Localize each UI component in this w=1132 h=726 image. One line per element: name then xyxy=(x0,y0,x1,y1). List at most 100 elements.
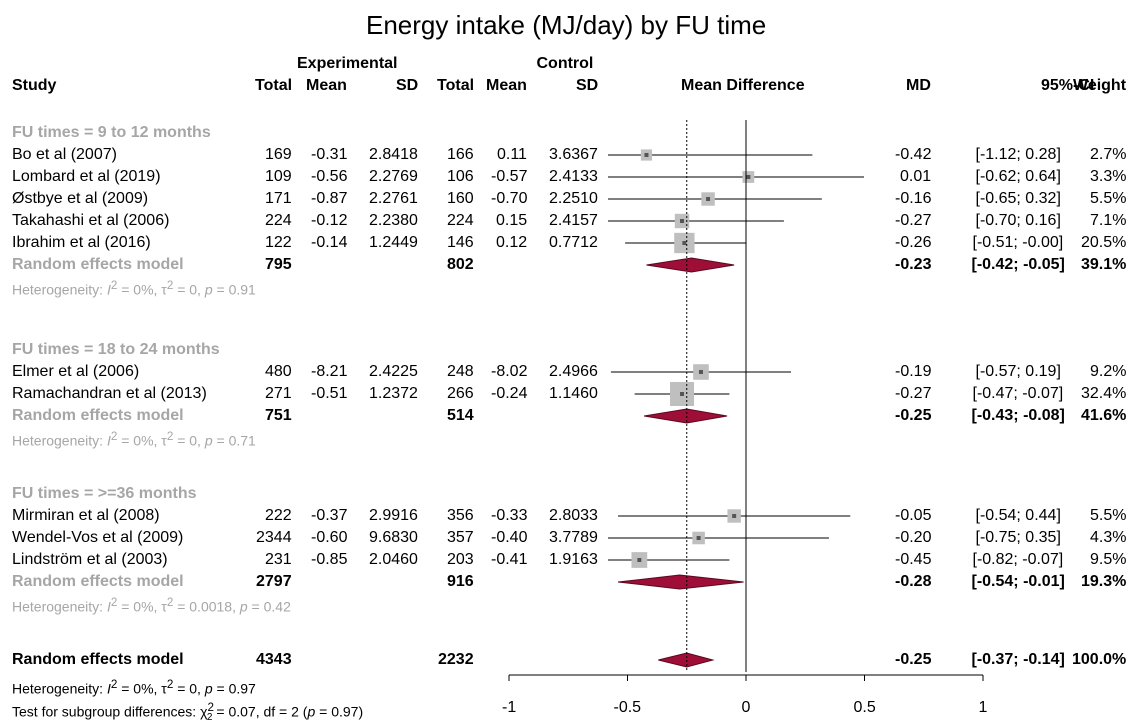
weight-column-header: Weight xyxy=(1073,77,1127,94)
control-total-header: Total xyxy=(437,77,475,94)
control-mean: -0.33 xyxy=(491,507,528,524)
control-sd: 2.4133 xyxy=(549,168,598,185)
experimental-sd: 2.2380 xyxy=(369,212,418,229)
experimental-sd: 2.9916 xyxy=(369,507,418,524)
study-point-estimate xyxy=(682,241,687,245)
experimental-group-header: Experimental xyxy=(297,55,398,72)
experimental-mean: -0.37 xyxy=(311,507,348,524)
subgroup-ci: [-0.43; -0.08] xyxy=(971,407,1065,424)
study-name: Østbye et al (2009) xyxy=(12,190,149,207)
study-ci: [-0.75; 0.35] xyxy=(975,529,1061,546)
experimental-total: 224 xyxy=(265,212,292,229)
subgroup-control-total: 802 xyxy=(447,256,474,273)
subgroup-heterogeneity: Heterogeneity: I2 = 0%, τ2 = 0.0018, p =… xyxy=(12,596,291,615)
study-md: -0.19 xyxy=(895,363,932,380)
study-weight: 5.5% xyxy=(1090,507,1127,524)
study-weight: 9.5% xyxy=(1090,551,1127,568)
experimental-mean-header: Mean xyxy=(306,77,347,94)
study-point-estimate xyxy=(696,536,701,540)
control-mean: -0.70 xyxy=(491,190,528,207)
study-point-estimate xyxy=(746,175,751,179)
control-sd: 1.1460 xyxy=(549,385,598,402)
x-tick-label: 1 xyxy=(978,699,988,716)
mean-difference-header: Mean Difference xyxy=(681,77,805,94)
study-name: Elmer et al (2006) xyxy=(12,363,140,380)
control-total: 248 xyxy=(447,363,474,380)
study-weight: 20.5% xyxy=(1081,234,1127,251)
control-total: 356 xyxy=(447,507,474,524)
control-sd: 2.2510 xyxy=(549,190,598,207)
experimental-total: 480 xyxy=(265,363,292,380)
control-total: 266 xyxy=(447,385,474,402)
study-md: -0.05 xyxy=(895,507,932,524)
control-mean: -0.40 xyxy=(491,529,528,546)
study-md: -0.26 xyxy=(895,234,932,251)
control-sd: 2.4966 xyxy=(549,363,598,380)
experimental-total: 222 xyxy=(265,507,292,524)
study-point-estimate xyxy=(680,219,685,223)
study-ci: [-1.12; 0.28] xyxy=(975,146,1061,163)
experimental-total: 2344 xyxy=(256,529,292,546)
ci-column-header: 95%-CI xyxy=(1041,77,1095,94)
overall-weight: 100.0% xyxy=(1072,651,1127,668)
subgroup-md: -0.28 xyxy=(895,573,932,590)
subgroup-control-total: 514 xyxy=(447,407,474,424)
experimental-mean: -0.14 xyxy=(311,234,348,251)
study-md: -0.45 xyxy=(895,551,932,568)
experimental-total: 109 xyxy=(265,168,292,185)
study-weight: 2.7% xyxy=(1090,146,1127,163)
subgroup-ci: [-0.42; -0.05] xyxy=(971,256,1065,273)
control-mean: -0.57 xyxy=(491,168,528,185)
subgroup-differences-test: Test for subgroup differences: χ22 = 0.0… xyxy=(12,701,364,724)
overall-control-total: 2232 xyxy=(438,651,474,668)
subgroup-weight: 41.6% xyxy=(1081,407,1127,424)
experimental-mean: -0.31 xyxy=(311,146,348,163)
control-sd: 2.4157 xyxy=(549,212,598,229)
experimental-total-header: Total xyxy=(255,77,293,94)
control-mean: 0.15 xyxy=(496,212,528,229)
experimental-sd: 2.4225 xyxy=(369,363,418,380)
subgroup-experimental-total: 751 xyxy=(265,407,292,424)
subgroup-diamond xyxy=(617,574,744,590)
subgroup-experimental-total: 795 xyxy=(265,256,292,273)
study-weight: 7.1% xyxy=(1090,212,1127,229)
study-point-estimate xyxy=(732,514,737,518)
subgroup-weight: 39.1% xyxy=(1081,256,1127,273)
study-point-estimate xyxy=(698,370,703,374)
study-name: Ibrahim et al (2016) xyxy=(12,234,151,251)
study-md: -0.20 xyxy=(895,529,932,546)
experimental-sd: 2.2769 xyxy=(369,168,418,185)
study-name: Mirmiran et al (2008) xyxy=(12,507,160,524)
subgroup-label: FU times = 9 to 12 months xyxy=(12,124,211,141)
study-name: Takahashi et al (2006) xyxy=(12,212,170,229)
study-md: -0.27 xyxy=(895,385,932,402)
x-tick-label: 0 xyxy=(741,699,751,716)
subgroup-label: FU times = >=36 months xyxy=(12,485,197,502)
control-sd: 2.8033 xyxy=(549,507,598,524)
experimental-total: 169 xyxy=(265,146,292,163)
study-ci: [-0.65; 0.32] xyxy=(975,190,1061,207)
subgroup-md: -0.25 xyxy=(895,407,932,424)
control-sd-header: SD xyxy=(576,77,599,94)
study-ci: [-0.51; -0.00] xyxy=(972,234,1064,251)
study-weight: 32.4% xyxy=(1081,385,1127,402)
x-tick-label: -0.5 xyxy=(613,699,642,716)
study-md: -0.27 xyxy=(895,212,932,229)
experimental-mean: -8.21 xyxy=(311,363,348,380)
experimental-sd: 9.6830 xyxy=(369,529,418,546)
experimental-sd: 1.2372 xyxy=(369,385,418,402)
md-column-header: MD xyxy=(906,77,931,94)
experimental-sd: 2.8418 xyxy=(369,146,418,163)
experimental-mean: -0.60 xyxy=(311,529,348,546)
study-name: Lindström et al (2003) xyxy=(12,551,168,568)
subgroup-heterogeneity: Heterogeneity: I2 = 0%, τ2 = 0, p = 0.91 xyxy=(12,279,256,298)
experimental-mean: -0.12 xyxy=(311,212,348,229)
study-weight: 4.3% xyxy=(1090,529,1127,546)
control-total: 203 xyxy=(447,551,474,568)
study-weight: 3.3% xyxy=(1090,168,1127,185)
experimental-mean: -0.87 xyxy=(311,190,348,207)
study-point-estimate xyxy=(644,153,649,157)
study-ci: [-0.54; 0.44] xyxy=(975,507,1061,524)
subgroup-label: FU times = 18 to 24 months xyxy=(12,341,220,358)
